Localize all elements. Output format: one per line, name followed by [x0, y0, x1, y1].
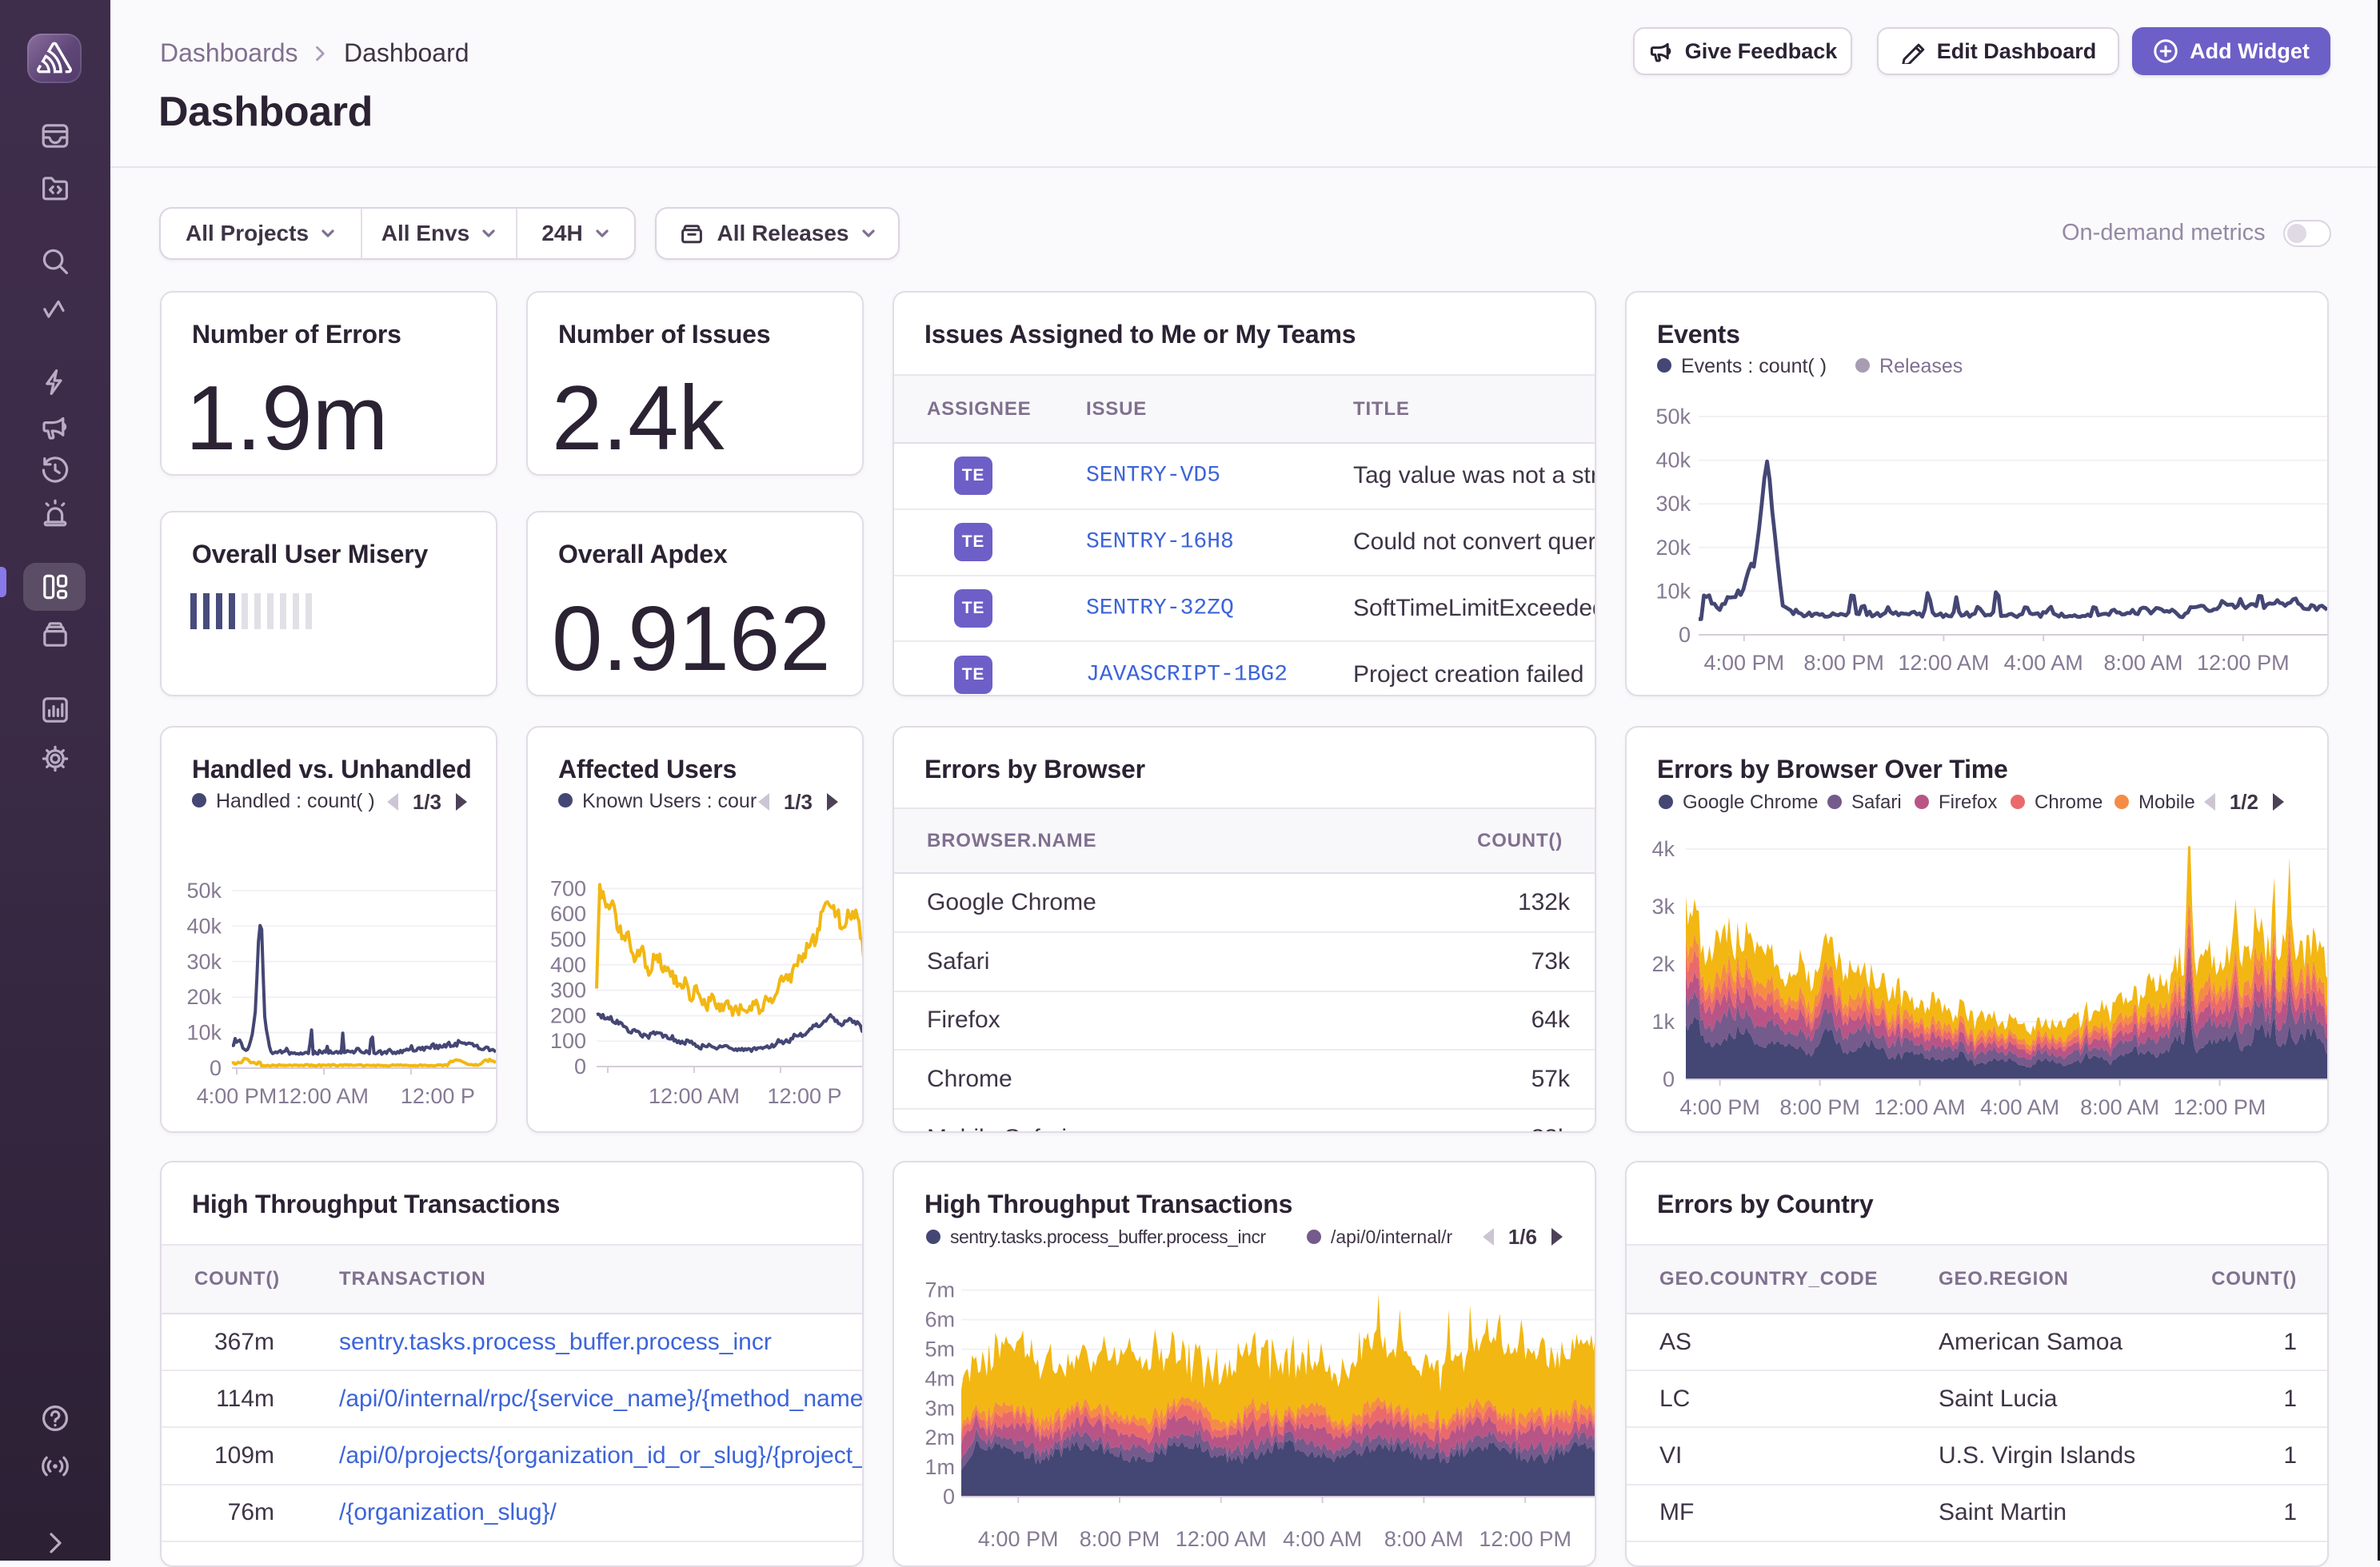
svg-text:4:00 AM: 4:00 AM	[2004, 651, 2083, 675]
svg-text:20k: 20k	[1655, 536, 1691, 560]
svg-text:8:00 PM: 8:00 PM	[1080, 1527, 1160, 1551]
svg-text:12:00 AM: 12:00 AM	[278, 1084, 369, 1108]
svg-text:8:00 AM: 8:00 AM	[2080, 1095, 2159, 1119]
svg-text:4:00 PM: 4:00 PM	[978, 1527, 1059, 1551]
svg-text:30k: 30k	[186, 950, 222, 974]
svg-text:400: 400	[550, 953, 586, 977]
svg-text:600: 600	[550, 902, 586, 926]
svg-text:50k: 50k	[1655, 405, 1691, 429]
svg-text:10k: 10k	[1655, 579, 1691, 603]
svg-text:4:00 PM: 4:00 PM	[197, 1084, 278, 1108]
svg-text:4:00 AM: 4:00 AM	[1980, 1095, 2059, 1119]
svg-text:4:00 AM: 4:00 AM	[1283, 1527, 1362, 1551]
svg-text:8:00 AM: 8:00 AM	[1384, 1527, 1464, 1551]
svg-text:12:00 PM: 12:00 PM	[2197, 651, 2290, 675]
svg-text:2k: 2k	[1651, 952, 1675, 976]
svg-text:0: 0	[210, 1056, 222, 1080]
svg-text:6m: 6m	[924, 1308, 955, 1332]
svg-text:20k: 20k	[186, 985, 222, 1009]
svg-text:12:00 AM: 12:00 AM	[1176, 1527, 1267, 1551]
svg-text:0: 0	[1663, 1067, 1675, 1091]
svg-text:12:00 AM: 12:00 AM	[1875, 1095, 1966, 1119]
svg-text:3m: 3m	[924, 1396, 955, 1420]
svg-text:0: 0	[574, 1055, 586, 1079]
svg-text:40k: 40k	[186, 914, 222, 938]
svg-text:12:00 AM: 12:00 AM	[1898, 651, 1989, 675]
svg-text:12:00 PM: 12:00 PM	[2174, 1095, 2266, 1119]
svg-text:8:00 AM: 8:00 AM	[2103, 651, 2182, 675]
svg-text:12:00 PM: 12:00 PM	[1479, 1527, 1571, 1551]
svg-text:200: 200	[550, 1003, 586, 1027]
svg-text:12:00 AM: 12:00 AM	[649, 1084, 740, 1108]
svg-text:4m: 4m	[924, 1366, 955, 1390]
svg-text:4k: 4k	[1651, 837, 1675, 861]
svg-text:40k: 40k	[1655, 449, 1691, 472]
svg-text:500: 500	[550, 927, 586, 951]
svg-text:0: 0	[943, 1485, 955, 1509]
svg-text:0: 0	[1679, 623, 1691, 647]
svg-text:5m: 5m	[924, 1337, 955, 1361]
svg-text:12:00 P: 12:00 P	[401, 1084, 475, 1108]
svg-text:8:00 PM: 8:00 PM	[1803, 651, 1884, 675]
svg-text:12:00 P: 12:00 P	[767, 1084, 841, 1108]
svg-text:50k: 50k	[186, 879, 222, 903]
svg-text:4:00 PM: 4:00 PM	[1704, 651, 1785, 675]
svg-text:10k: 10k	[186, 1021, 222, 1045]
svg-text:2m: 2m	[924, 1425, 955, 1449]
svg-text:100: 100	[550, 1029, 586, 1053]
svg-text:30k: 30k	[1655, 492, 1691, 516]
svg-text:4:00 PM: 4:00 PM	[1679, 1095, 1760, 1119]
svg-text:1m: 1m	[924, 1455, 955, 1479]
svg-text:7m: 7m	[924, 1278, 955, 1302]
svg-text:300: 300	[550, 979, 586, 1003]
svg-text:700: 700	[550, 876, 586, 900]
svg-text:3k: 3k	[1651, 895, 1675, 919]
svg-text:8:00 PM: 8:00 PM	[1779, 1095, 1860, 1119]
svg-text:1k: 1k	[1651, 1010, 1675, 1034]
